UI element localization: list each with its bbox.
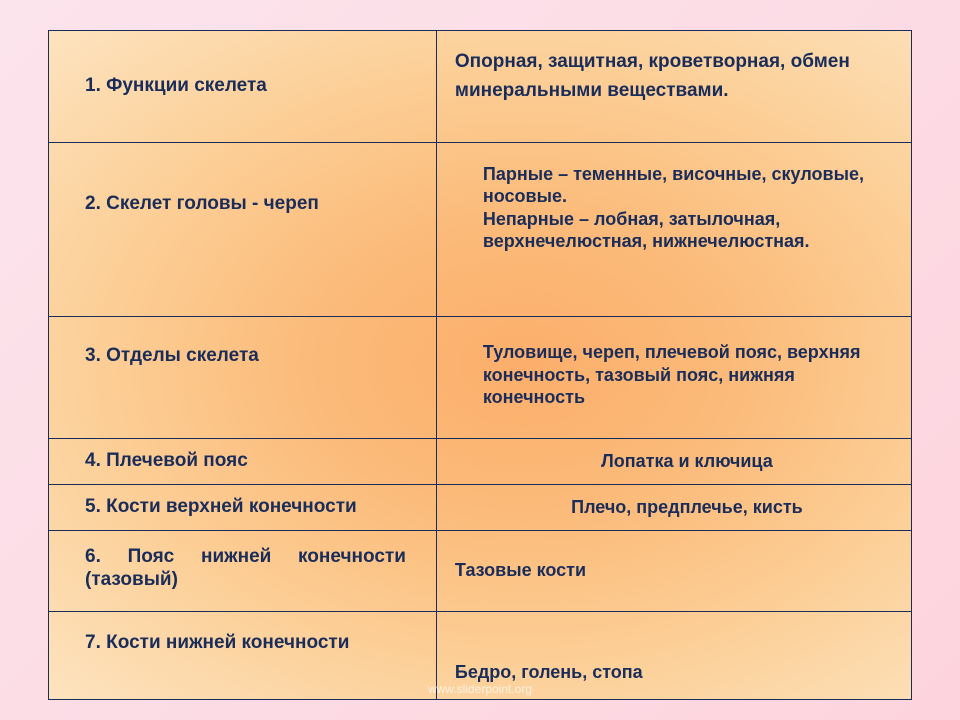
cell-content: Тазовые кости [437,531,911,612]
cell-topic: 2. Скелет головы - череп [49,143,437,316]
cell-topic: 1. Функции скелета [49,31,437,142]
cell-topic: 3. Отделы скелета [49,317,437,438]
topic-text: 6. Пояс нижней конечности (тазовый) [85,545,406,593]
table-row: 1. Функции скелета Опорная, защитная, кр… [49,31,911,143]
cell-topic: 5. Кости верхней конечности [49,485,437,530]
topic-text: 2. Скелет головы - череп [85,191,319,218]
content-text: Тазовые кости [455,558,891,583]
topic-text: 3. Отделы скелета [85,343,259,370]
cell-content: Парные – теменные, височные, скуловые, н… [437,143,911,316]
table-row: 6. Пояс нижней конечности (тазовый) Тазо… [49,531,911,613]
cell-topic: 6. Пояс нижней конечности (тазовый) [49,531,437,612]
content-table: 1. Функции скелета Опорная, защитная, кр… [48,30,912,700]
cell-content: Плечо, предплечье, кисть [437,485,911,530]
topic-text: 5. Кости верхней конечности [85,494,357,521]
content-text: Плечо, предплечье, кисть [571,495,803,520]
table-row: 4. Плечевой пояс Лопатка и ключица [49,439,911,485]
cell-topic: 4. Плечевой пояс [49,439,437,484]
table-row: 3. Отделы скелета Туловище, череп, плече… [49,317,911,439]
table-row: 5. Кости верхней конечности Плечо, предп… [49,485,911,531]
cell-content: Лопатка и ключица [437,439,911,484]
cell-topic: 7. Кости нижней конечности [49,612,437,699]
content-text: Бедро, голень, стопа [455,660,891,685]
topic-text: 1. Функции скелета [85,73,267,100]
topic-text: 7. Кости нижней конечности [85,630,349,657]
content-text: Лопатка и ключица [601,449,773,474]
topic-text: 4. Плечевой пояс [85,448,248,475]
table-row: 2. Скелет головы - череп Парные – теменн… [49,143,911,317]
content-text: Туловище, череп, плечевой пояс, верхняя … [483,341,891,409]
cell-content: Опорная, защитная, кроветворная, обмен м… [437,31,911,142]
content-line: Непарные – лобная, затылочная, верхнечел… [483,208,891,253]
cell-content: Туловище, череп, плечевой пояс, верхняя … [437,317,911,438]
cell-content: Бедро, голень, стопа [437,612,911,699]
content-text: Опорная, защитная, кроветворная, обмен м… [455,47,891,106]
content-line: Парные – теменные, височные, скуловые, н… [483,163,891,208]
table-row: 7. Кости нижней конечности Бедро, голень… [49,612,911,699]
